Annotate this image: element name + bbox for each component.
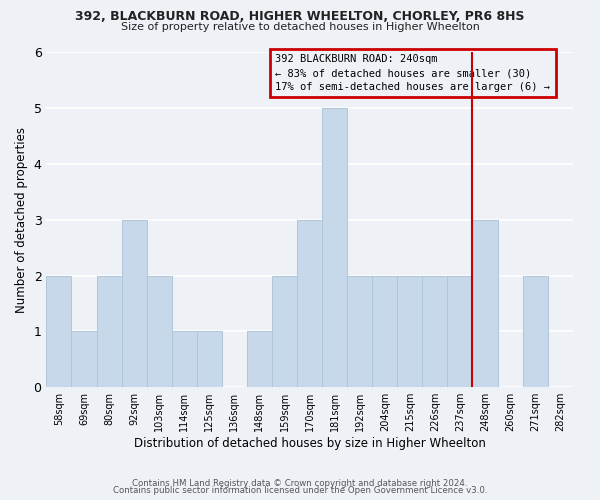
Bar — [146, 276, 172, 387]
Bar — [46, 276, 71, 387]
Bar — [122, 220, 146, 387]
Bar — [372, 276, 397, 387]
Y-axis label: Number of detached properties: Number of detached properties — [15, 127, 28, 313]
Bar — [247, 332, 272, 387]
Bar — [297, 220, 322, 387]
Bar — [71, 332, 97, 387]
X-axis label: Distribution of detached houses by size in Higher Wheelton: Distribution of detached houses by size … — [134, 437, 485, 450]
Bar — [422, 276, 448, 387]
Text: 392 BLACKBURN ROAD: 240sqm
← 83% of detached houses are smaller (30)
17% of semi: 392 BLACKBURN ROAD: 240sqm ← 83% of deta… — [275, 54, 550, 92]
Bar — [472, 220, 497, 387]
Text: Contains HM Land Registry data © Crown copyright and database right 2024.: Contains HM Land Registry data © Crown c… — [132, 478, 468, 488]
Text: 392, BLACKBURN ROAD, HIGHER WHEELTON, CHORLEY, PR6 8HS: 392, BLACKBURN ROAD, HIGHER WHEELTON, CH… — [75, 10, 525, 23]
Bar — [322, 108, 347, 387]
Bar — [97, 276, 122, 387]
Text: Contains public sector information licensed under the Open Government Licence v3: Contains public sector information licen… — [113, 486, 487, 495]
Bar — [523, 276, 548, 387]
Bar — [272, 276, 297, 387]
Bar — [347, 276, 372, 387]
Bar — [172, 332, 197, 387]
Bar — [448, 276, 472, 387]
Bar — [397, 276, 422, 387]
Bar — [197, 332, 222, 387]
Text: Size of property relative to detached houses in Higher Wheelton: Size of property relative to detached ho… — [121, 22, 479, 32]
